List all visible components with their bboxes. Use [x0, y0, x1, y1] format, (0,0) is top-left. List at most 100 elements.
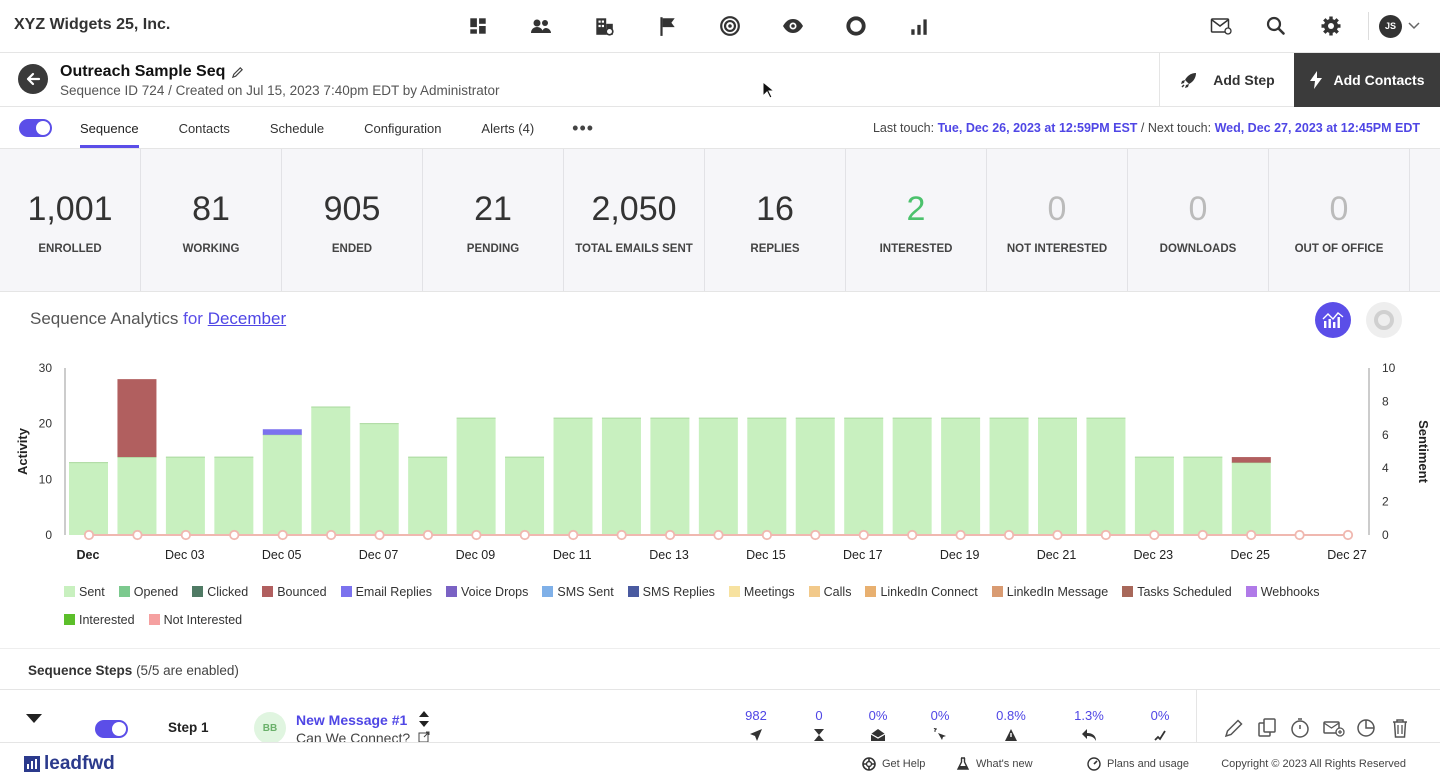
bar-email-replies: [262, 429, 302, 435]
get-help-link[interactable]: Get Help: [862, 757, 925, 771]
metric-interest-rate[interactable]: 0%: [1150, 708, 1170, 723]
bar-sent: [69, 462, 108, 535]
analytics-month-link[interactable]: December: [207, 309, 287, 328]
step-message-name[interactable]: New Message #1: [296, 711, 431, 728]
stat-out-of-office[interactable]: 0 OUT OF OFFICE: [1269, 149, 1410, 291]
sequence-enabled-toggle[interactable]: [19, 119, 52, 137]
nav-separator: [1368, 12, 1369, 40]
mail-icon[interactable]: [1193, 12, 1248, 40]
donut-chart-view-button[interactable]: [1366, 302, 1402, 338]
legend-item[interactable]: Not Interested: [148, 612, 242, 627]
tab-contacts[interactable]: Contacts: [178, 120, 230, 136]
legend-item[interactable]: Sent: [64, 584, 105, 599]
x-tick-label: Dec 23: [1134, 548, 1174, 562]
dashboard-icon[interactable]: [446, 14, 509, 38]
building-icon[interactable]: [572, 14, 635, 38]
company-name[interactable]: XYZ Widgets 25, Inc.: [14, 16, 171, 33]
lightning-icon: [1309, 71, 1322, 89]
gear-icon[interactable]: [1303, 12, 1358, 40]
legend-item[interactable]: Interested: [64, 612, 135, 627]
legend-item[interactable]: Email Replies: [340, 584, 432, 599]
sentiment-point: [955, 529, 966, 541]
legend-swatch: [340, 586, 352, 597]
trash-icon[interactable]: [1389, 717, 1411, 744]
pencil-icon[interactable]: [231, 66, 244, 79]
bar-chart-view-button[interactable]: [1315, 302, 1351, 338]
legend-label: SMS Sent: [557, 584, 614, 599]
metric-scheduled[interactable]: 0: [815, 708, 823, 723]
bar-sent: [941, 418, 981, 535]
legend-item[interactable]: Meetings: [728, 584, 795, 599]
pie-chart-icon[interactable]: [1355, 717, 1377, 744]
bar-chart-icon[interactable]: [887, 14, 950, 38]
edit-pencil-icon[interactable]: [1223, 717, 1245, 744]
bar-sent: [601, 418, 641, 535]
copy-icon[interactable]: [1256, 717, 1278, 744]
metric-reply-rate[interactable]: 1.3%: [1074, 708, 1104, 723]
user-nav: JS: [1193, 12, 1420, 40]
tab-alerts[interactable]: Alerts (4): [481, 120, 535, 136]
bar-sent: [359, 423, 399, 535]
add-email-icon[interactable]: [1322, 717, 1346, 744]
stat-pending[interactable]: 21 PENDING: [423, 149, 564, 291]
legend-item[interactable]: Calls: [808, 584, 851, 599]
stat-value: 2: [906, 190, 926, 228]
add-contacts-button[interactable]: Add Contacts: [1294, 53, 1440, 107]
legend-item[interactable]: Webhooks: [1245, 584, 1320, 599]
activity-chart: 0 10 20 30 0 2 4 6 8 10 Activity Sentiment Dec Dec 03…: [15, 361, 1431, 562]
legend-item[interactable]: Bounced: [262, 584, 327, 599]
stat-total-emails-sent[interactable]: 2,050 TOTAL EMAILS SENT: [564, 149, 705, 291]
expand-caret-icon[interactable]: [26, 714, 42, 723]
legend-item[interactable]: LinkedIn Message: [991, 584, 1108, 599]
circle-icon[interactable]: [824, 14, 887, 38]
stat-enrolled[interactable]: 1,001 ENROLLED: [0, 149, 141, 291]
stat-working[interactable]: 81 WORKING: [141, 149, 282, 291]
user-avatar[interactable]: JS: [1379, 14, 1402, 38]
more-tabs-button[interactable]: •••: [572, 117, 595, 138]
sequence-header: Outreach Sample Seq Sequence ID 724 / Cr…: [0, 53, 1440, 107]
stat-ended[interactable]: 905 ENDED: [282, 149, 423, 291]
metric-bounce-rate[interactable]: 0.8%: [996, 708, 1026, 723]
tab-sequence[interactable]: Sequence: [80, 107, 139, 149]
stat-replies[interactable]: 16 REPLIES: [705, 149, 846, 291]
legend-item[interactable]: SMS Sent: [542, 584, 614, 599]
chart-line-bar-icon: [1322, 312, 1344, 328]
metric-open-rate[interactable]: 0%: [868, 708, 888, 723]
leadfwd-logo[interactable]: leadfwd: [24, 753, 115, 775]
stat-interested[interactable]: 2 INTERESTED: [846, 149, 987, 291]
legend-item[interactable]: Tasks Scheduled: [1122, 584, 1232, 599]
chevron-down-icon[interactable]: [1408, 17, 1420, 35]
stat-downloads[interactable]: 0 DOWNLOADS: [1128, 149, 1269, 291]
plans-link[interactable]: Plans and usage: [1087, 757, 1189, 771]
bar-bounced: [1231, 457, 1271, 463]
legend-item[interactable]: Voice Drops: [445, 584, 528, 599]
target-icon[interactable]: [698, 14, 761, 38]
stat-label: ENDED: [331, 243, 373, 255]
tab-schedule[interactable]: Schedule: [269, 120, 325, 136]
step-row: Step 1 BB New Message #1 Can We Connect?…: [0, 690, 1440, 746]
stat-value: 905: [323, 190, 381, 228]
whats-new-link[interactable]: What's new: [956, 757, 1033, 771]
stat-not-interested[interactable]: 0 NOT INTERESTED: [987, 149, 1128, 291]
legend-swatch: [1122, 586, 1134, 597]
people-icon[interactable]: [509, 14, 572, 38]
stat-value: 16: [756, 190, 794, 228]
legend-item[interactable]: LinkedIn Connect: [865, 584, 978, 599]
stopwatch-icon[interactable]: [1289, 717, 1311, 744]
flag-icon[interactable]: [635, 14, 698, 38]
add-step-button[interactable]: Add Step: [1159, 53, 1294, 107]
search-icon[interactable]: [1248, 12, 1303, 40]
step-enabled-toggle[interactable]: [95, 720, 128, 738]
legend-item[interactable]: SMS Replies: [627, 584, 715, 599]
legend-item[interactable]: Opened: [118, 584, 178, 599]
back-button[interactable]: [18, 64, 48, 94]
eye-icon[interactable]: [761, 14, 824, 38]
stat-truncated[interactable]: DO: [1410, 149, 1440, 291]
x-tick-label: Dec: [77, 548, 100, 562]
sequence-title-row: Outreach Sample Seq: [60, 63, 244, 81]
metric-click-rate[interactable]: 0%: [930, 708, 950, 723]
y-axis-title: Activity: [15, 427, 30, 475]
metric-sent[interactable]: 982: [745, 708, 767, 723]
tab-configuration[interactable]: Configuration: [364, 120, 442, 136]
legend-item[interactable]: Clicked: [192, 584, 248, 599]
